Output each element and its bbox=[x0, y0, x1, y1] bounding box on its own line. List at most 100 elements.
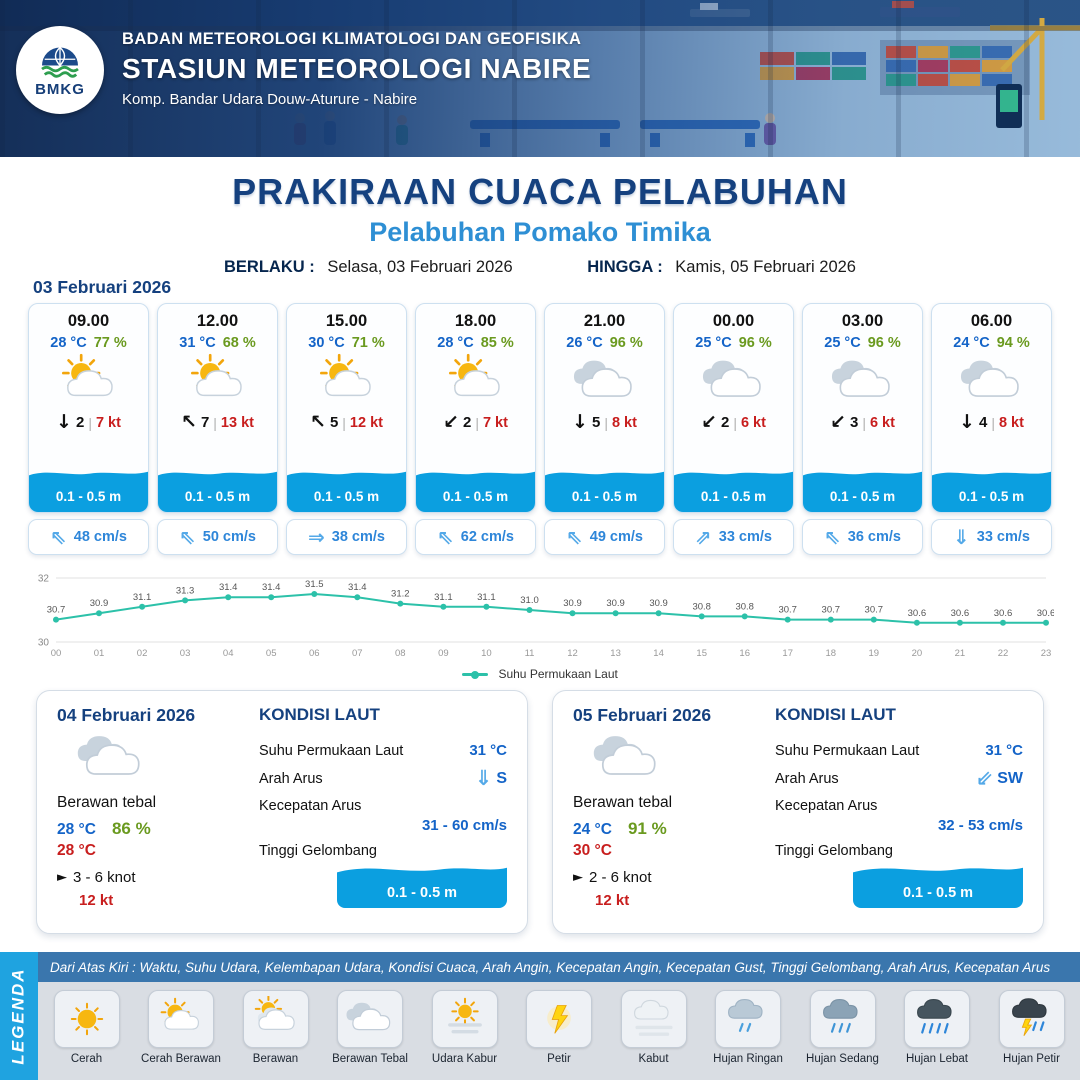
svg-text:31.2: 31.2 bbox=[391, 589, 410, 600]
temp-humidity-row: 28 °C 85 % bbox=[416, 335, 535, 351]
svg-text:31.1: 31.1 bbox=[477, 592, 496, 603]
forecast-time: 18.00 bbox=[454, 312, 497, 330]
wave-height: 0.1 - 0.5 m bbox=[29, 481, 148, 512]
legend-item-icon bbox=[526, 990, 592, 1048]
daily-forecast-card: 05 Februari 2026 Berawan tebal 24 °C 91 … bbox=[552, 690, 1044, 934]
legend-item-icon bbox=[809, 990, 876, 1048]
bmkg-logo-text: BMKG bbox=[35, 81, 85, 98]
legend-item-icon bbox=[53, 990, 120, 1048]
temp-humidity-row: 25 °C 96 % bbox=[674, 335, 793, 351]
legend-item: Berawan bbox=[230, 990, 322, 1065]
wind-row: ↖ 7 | 13 kt bbox=[158, 413, 277, 432]
separator: | bbox=[991, 414, 995, 431]
svg-text:30.8: 30.8 bbox=[692, 601, 711, 612]
glass-wall-mullions bbox=[0, 0, 1080, 157]
svg-text:30.7: 30.7 bbox=[865, 605, 884, 616]
daily-wind-row: ► 2 - 6 knot bbox=[573, 869, 771, 886]
wave-crest-icon bbox=[29, 471, 148, 481]
legend-item: Petir bbox=[513, 990, 605, 1065]
forecast-time: 12.00 bbox=[196, 312, 239, 330]
current-speed-label: Kecepatan Arus bbox=[775, 798, 878, 814]
legend-item: Berawan Tebal bbox=[324, 990, 416, 1065]
sea-condition-panel: KONDISI LAUT Suhu Permukaan Laut 31 °C A… bbox=[255, 691, 527, 933]
svg-text:22: 22 bbox=[998, 648, 1009, 659]
wave-height: 0.1 - 0.5 m bbox=[803, 481, 922, 512]
wave-crest-icon bbox=[416, 471, 535, 481]
daily-wind-gust: 12 kt bbox=[595, 892, 630, 909]
wind-direction-icon: ↙ bbox=[830, 411, 846, 433]
hourly-card-body: 03.00 25 °C 96 % ↙ 3 | 6 kt 0.1 - 0.5 m bbox=[802, 303, 923, 513]
wave-height-row: Tinggi Gelombang bbox=[775, 843, 1023, 859]
legend-item-icon bbox=[148, 990, 214, 1048]
wave-height-band: 0.1 - 0.5 m bbox=[287, 468, 406, 512]
svg-text:01: 01 bbox=[94, 648, 105, 659]
weather-condition-icon bbox=[932, 351, 1051, 413]
glass-wall-beam bbox=[0, 26, 1080, 31]
wind-direction-icon: ↖ bbox=[181, 411, 197, 433]
wave-crest-icon bbox=[674, 471, 793, 481]
legend-item-icon bbox=[337, 990, 403, 1048]
weather-condition-icon bbox=[803, 351, 922, 413]
validity-row: BERLAKU : Selasa, 03 Februari 2026 HINGG… bbox=[0, 258, 1080, 277]
wind-speed: 4 bbox=[978, 414, 988, 431]
svg-text:17: 17 bbox=[782, 648, 793, 659]
sst-row: Suhu Permukaan Laut 31 °C bbox=[259, 742, 507, 759]
daily-weather-icon bbox=[579, 728, 679, 792]
wave-height-band: 0.1 - 0.5 m bbox=[803, 468, 922, 512]
wave-height-band: 0.1 - 0.5 m bbox=[674, 468, 793, 512]
current-chip: ⇗ 33 cm/s bbox=[673, 519, 794, 555]
svg-text:31.0: 31.0 bbox=[520, 595, 539, 606]
svg-text:30: 30 bbox=[38, 638, 50, 649]
current-speed: 33 cm/s bbox=[976, 529, 1030, 545]
separator: | bbox=[342, 414, 346, 431]
legend-title: LEGENDA bbox=[9, 967, 28, 1065]
svg-text:31.1: 31.1 bbox=[133, 592, 152, 603]
legend-marker-icon bbox=[462, 673, 489, 677]
daily-weather-icon bbox=[63, 728, 163, 792]
svg-text:04: 04 bbox=[223, 648, 234, 659]
relative-humidity: 96 % bbox=[609, 335, 643, 351]
relative-humidity: 68 % bbox=[222, 335, 256, 351]
svg-text:09: 09 bbox=[438, 648, 449, 659]
wind-gust: 6 kt bbox=[869, 414, 895, 431]
legend-item-icon bbox=[998, 990, 1065, 1048]
daily-condition: Berawan tebal bbox=[57, 794, 157, 811]
current-speed-row: Kecepatan Arus bbox=[775, 798, 1023, 814]
legend-item: Hujan Sedang bbox=[797, 990, 889, 1065]
air-temperature: 30 °C bbox=[308, 335, 345, 351]
hourly-card-body: 09.00 28 °C 77 % ↓ 2 | 7 kt 0.1 - 0.5 m bbox=[28, 303, 149, 513]
forecast-time: 15.00 bbox=[325, 312, 368, 330]
berlaku-value: Selasa, 03 Februari 2026 bbox=[327, 258, 513, 276]
air-temperature: 25 °C bbox=[824, 335, 861, 351]
station-address: Komp. Bandar Udara Douw-Aturure - Nabire bbox=[122, 91, 418, 108]
legend-item: Hujan Petir bbox=[986, 990, 1078, 1065]
current-speed-row: Kecepatan Arus bbox=[259, 798, 507, 814]
hourly-cards-row: 09.00 28 °C 77 % ↓ 2 | 7 kt 0.1 - 0.5 m … bbox=[28, 303, 1052, 555]
relative-humidity: 96 % bbox=[867, 335, 901, 351]
current-speed: 49 cm/s bbox=[589, 529, 643, 545]
hourly-card-body: 12.00 31 °C 68 % ↖ 7 | 13 kt 0.1 - 0.5 m bbox=[157, 303, 278, 513]
hourly-forecast-card: 06.00 24 °C 94 % ↓ 4 | 8 kt 0.1 - 0.5 m … bbox=[931, 303, 1052, 555]
wind-direction-icon: ↙ bbox=[701, 411, 717, 433]
legend-item-label: Cerah Berawan bbox=[141, 1053, 221, 1065]
wind-gust: 13 kt bbox=[220, 414, 254, 431]
title-block: PRAKIRAAN CUACA PELABUHAN Pelabuhan Poma… bbox=[0, 157, 1080, 277]
current-direction-row: Arah Arus ⇓ S bbox=[259, 768, 507, 789]
legend-item: Cerah Berawan bbox=[135, 990, 227, 1065]
hourly-card-body: 18.00 28 °C 85 % ↙ 2 | 7 kt 0.1 - 0.5 m bbox=[415, 303, 536, 513]
legend-item-icon bbox=[620, 990, 687, 1048]
wave-height-label: Tinggi Gelombang bbox=[259, 843, 377, 859]
hingga-value: Kamis, 05 Februari 2026 bbox=[675, 258, 856, 276]
sea-condition-panel: KONDISI LAUT Suhu Permukaan Laut 31 °C A… bbox=[771, 691, 1043, 933]
wave-height-band: 0.1 - 0.5 m bbox=[416, 468, 535, 512]
svg-text:08: 08 bbox=[395, 648, 406, 659]
wind-direction-icon: ↙ bbox=[443, 411, 459, 433]
air-temperature: 25 °C bbox=[695, 335, 732, 351]
daily-card-left: 05 Februari 2026 Berawan tebal 24 °C 91 … bbox=[553, 691, 771, 933]
hourly-forecast-card: 15.00 30 °C 71 % ↖ 5 | 12 kt 0.1 - 0.5 m… bbox=[286, 303, 407, 555]
weather-condition-icon bbox=[158, 351, 277, 413]
current-speed: 50 cm/s bbox=[202, 529, 256, 545]
wind-direction-icon: ↓ bbox=[572, 411, 588, 433]
svg-text:20: 20 bbox=[912, 648, 923, 659]
